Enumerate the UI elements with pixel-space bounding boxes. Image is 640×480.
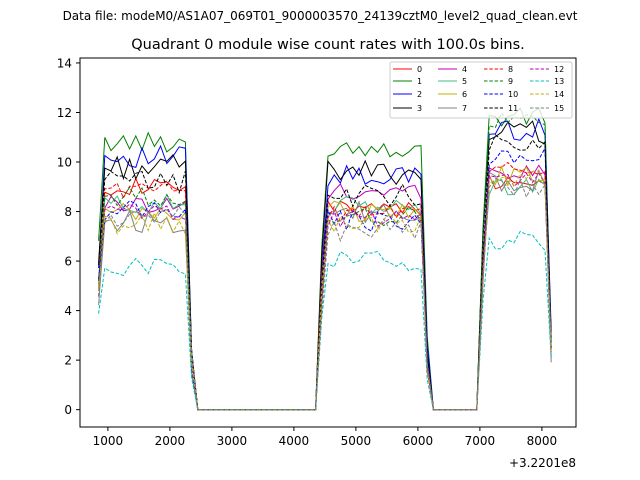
y-tick-label: 6	[64, 255, 72, 269]
legend-label-10: 10	[508, 90, 518, 99]
legend-label-7: 7	[462, 104, 467, 113]
legend-label-14: 14	[554, 90, 564, 99]
y-tick-label: 10	[57, 156, 72, 170]
legend-label-11: 11	[508, 104, 518, 113]
legend-label-0: 0	[417, 65, 422, 74]
y-axis: 0 2 4 6 8 10 12 14	[57, 56, 80, 417]
legend-label-8: 8	[508, 65, 513, 74]
series-line-13	[98, 230, 552, 411]
series-layer	[98, 107, 552, 411]
x-tick-label: 4000	[279, 434, 310, 448]
x-tick-label: 2000	[155, 434, 186, 448]
legend-label-2: 2	[417, 90, 422, 99]
x-axis: 1000 2000 3000 4000 5000 6000 7000 8000	[93, 427, 558, 448]
x-tick-label: 6000	[403, 434, 434, 448]
x-tick-label: 5000	[341, 434, 372, 448]
axes-frame	[79, 57, 577, 428]
y-tick-label: 8	[64, 205, 72, 219]
figure-suptitle: Data file: modeM0/AS1A07_069T01_90000035…	[63, 9, 578, 23]
legend-label-6: 6	[462, 90, 467, 99]
legend-label-4: 4	[462, 65, 467, 74]
legend-label-12: 12	[554, 65, 564, 74]
legend-label-1: 1	[417, 77, 422, 86]
series-line-14	[98, 170, 552, 411]
legend-label-15: 15	[554, 104, 564, 113]
y-tick-label: 0	[64, 403, 72, 417]
y-tick-label: 2	[64, 354, 72, 368]
x-tick-label: 3000	[217, 434, 248, 448]
y-tick-label: 4	[64, 304, 72, 318]
legend-frame	[389, 61, 573, 119]
x-tick-label: 8000	[527, 434, 558, 448]
series-line-15	[98, 178, 552, 411]
legend-label-13: 13	[554, 77, 564, 86]
x-axis-offset-label: +3.2201e8	[509, 456, 576, 470]
series-line-11	[98, 134, 552, 411]
y-tick-label: 14	[57, 56, 72, 70]
legend-label-5: 5	[462, 77, 467, 86]
legend-label-9: 9	[508, 77, 513, 86]
x-tick-label: 1000	[93, 434, 124, 448]
plot-area: 1000 2000 3000 4000 5000 6000 7000 8000 0246810…	[57, 56, 577, 470]
legend-label-3: 3	[417, 104, 422, 113]
x-tick-label: 7000	[465, 434, 496, 448]
y-tick-label: 12	[57, 106, 72, 120]
chart-title: Quadrant 0 module wise count rates with …	[131, 37, 525, 53]
